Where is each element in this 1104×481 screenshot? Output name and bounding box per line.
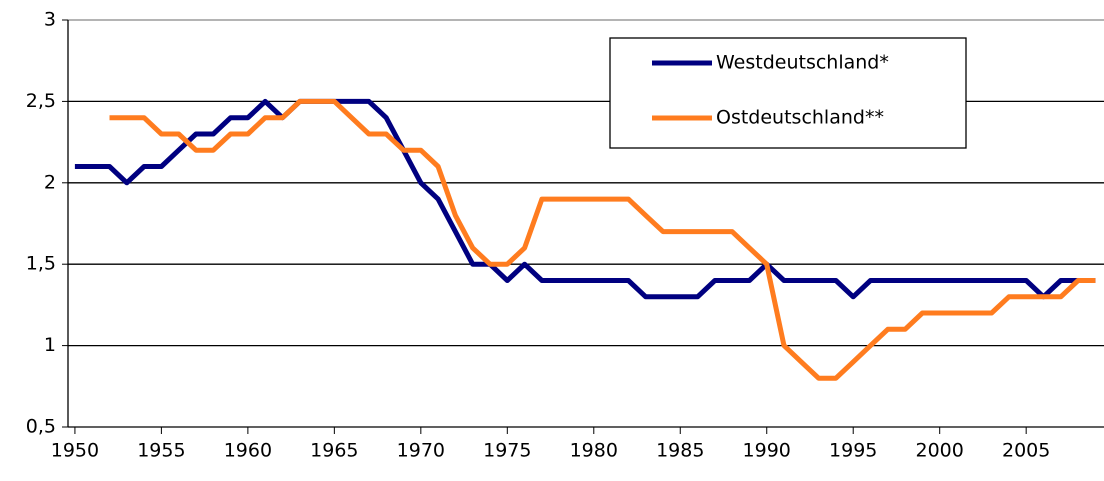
x-tick-label: 1970 [397, 440, 445, 462]
x-tick-label: 1975 [483, 440, 531, 462]
y-tick-label: 2 [44, 171, 56, 193]
series-line [109, 98, 1096, 381]
x-tick-label: 1990 [743, 440, 791, 462]
x-tick-label: 1960 [224, 440, 272, 462]
legend-box [609, 37, 967, 149]
legend-label: Ostdeutschland** [716, 107, 884, 129]
series-line [74, 98, 1096, 300]
y-tick-label: 3 [44, 9, 56, 31]
x-tick-label: 1965 [310, 440, 358, 462]
legend-label: Westdeutschland* [716, 52, 889, 74]
x-tick-label: 2005 [1002, 440, 1050, 462]
x-tick-label: 1995 [829, 440, 877, 462]
x-tick-label: 2000 [916, 440, 964, 462]
y-tick-label: 0,5 [26, 416, 56, 438]
y-tick-label: 1,5 [26, 253, 56, 275]
y-tick-label: 2,5 [26, 90, 56, 112]
x-tick-label: 1955 [137, 440, 185, 462]
x-tick-label: 1980 [570, 440, 618, 462]
x-tick-label: 1950 [51, 440, 99, 462]
x-tick-label: 1985 [656, 440, 704, 462]
y-tick-label: 1 [44, 334, 56, 356]
